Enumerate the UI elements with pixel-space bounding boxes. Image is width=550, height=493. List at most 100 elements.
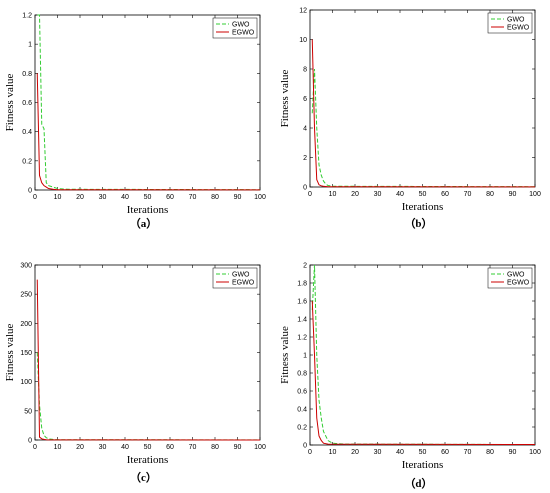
- series-line-egwo: [311, 39, 536, 188]
- panel-caption: （b）: [404, 217, 432, 230]
- x-tick-label: 70: [189, 194, 197, 201]
- y-tick-label: 1.6: [297, 299, 307, 306]
- x-tick-label: 60: [441, 449, 449, 456]
- y-tick-label: 200: [20, 321, 32, 328]
- y-tick-label: 0.2: [22, 158, 32, 165]
- y-tick-label: 0: [303, 443, 307, 450]
- y-tick-label: 250: [20, 292, 32, 299]
- legend-box: [212, 267, 258, 289]
- x-axis-title: Iterations: [127, 204, 169, 216]
- chart-panel-a: 0 10 20 30 40 50 60 70 80 90 100 0 0.2 0.4 0.6 0.8 1 1.2 G…: [4, 13, 266, 231]
- panel-caption: （c）: [130, 471, 157, 484]
- panel-caption: （d）: [404, 477, 432, 490]
- x-tick-label: 100: [254, 194, 266, 201]
- x-tick-label: 100: [254, 444, 266, 451]
- y-tick-label: 1: [303, 353, 307, 360]
- x-tick-label: 70: [189, 444, 197, 451]
- y-tick-label: 4: [303, 126, 307, 133]
- series-line-egwo: [36, 279, 261, 441]
- legend-box: [487, 12, 533, 34]
- y-tick-label: 0.2: [297, 425, 307, 432]
- x-tick-label: 40: [396, 449, 404, 456]
- x-tick-label: 30: [99, 444, 107, 451]
- x-tick-label: 20: [351, 449, 359, 456]
- plot-area: [309, 264, 536, 446]
- y-tick-label: 1.8: [297, 281, 307, 288]
- x-tick-label: 40: [121, 194, 129, 201]
- x-tick-label: 10: [329, 191, 337, 198]
- legend-label-egwo: EGWO: [507, 25, 530, 32]
- x-tick-label: 70: [464, 449, 472, 456]
- y-tick-label: 300: [20, 263, 32, 270]
- x-tick-label: 20: [76, 194, 84, 201]
- series-line-gwo: [37, 14, 261, 191]
- y-tick-label: 0: [28, 188, 32, 195]
- y-tick-label: 100: [20, 379, 32, 386]
- x-tick-label: 0: [33, 444, 37, 451]
- x-axis-title: Iterations: [402, 201, 444, 213]
- y-tick-label: 0.8: [22, 71, 32, 78]
- y-tick-label: 50: [24, 408, 32, 415]
- x-tick-label: 50: [419, 449, 427, 456]
- plot-area: [309, 9, 536, 188]
- x-tick-label: 20: [76, 444, 84, 451]
- x-tick-label: 90: [234, 194, 242, 201]
- y-tick-label: 0.4: [297, 407, 307, 414]
- y-tick-label: 12: [299, 8, 307, 15]
- x-tick-label: 0: [308, 449, 312, 456]
- x-tick-label: 10: [54, 194, 62, 201]
- legend-label-gwo: GWO: [232, 272, 250, 279]
- x-tick-label: 40: [121, 444, 129, 451]
- x-tick-label: 100: [529, 191, 541, 198]
- series-line-gwo: [311, 264, 536, 446]
- y-tick-label: 1.2: [297, 335, 307, 342]
- y-tick-label: 0.8: [297, 371, 307, 378]
- y-tick-label: 2: [303, 263, 307, 270]
- y-axis-title: Fitness value: [4, 74, 16, 132]
- series-line-egwo: [36, 73, 261, 191]
- legend-box: [212, 17, 258, 39]
- y-tick-label: 1.4: [297, 317, 307, 324]
- y-tick-label: 0.6: [22, 100, 32, 107]
- y-tick-label: 6: [303, 96, 307, 103]
- legend-label-egwo: EGWO: [232, 30, 255, 37]
- y-tick-label: 0.6: [297, 389, 307, 396]
- x-tick-label: 50: [144, 194, 152, 201]
- x-tick-label: 90: [234, 444, 242, 451]
- y-tick-label: 8: [303, 67, 307, 74]
- series-line-egwo: [311, 300, 536, 446]
- y-tick-label: 0: [303, 185, 307, 192]
- y-axis-title: Fitness value: [4, 324, 16, 382]
- x-tick-label: 70: [464, 191, 472, 198]
- x-tick-label: 80: [486, 449, 494, 456]
- legend-box: [487, 267, 533, 289]
- x-axis-title: Iterations: [127, 454, 169, 466]
- x-tick-label: 30: [374, 449, 382, 456]
- x-tick-label: 0: [308, 191, 312, 198]
- x-tick-label: 50: [419, 191, 427, 198]
- x-tick-label: 50: [144, 444, 152, 451]
- y-tick-label: 150: [20, 350, 32, 357]
- x-tick-label: 80: [486, 191, 494, 198]
- chart-panel-d: 0 10 20 30 40 50 60 70 80 90 100 0 0.2 0.4 0.6 0.8 1 1.2 1…: [279, 263, 541, 491]
- series-line-gwo: [311, 68, 536, 188]
- x-tick-label: 60: [166, 444, 174, 451]
- x-tick-label: 90: [509, 191, 517, 198]
- y-tick-label: 2: [303, 155, 307, 162]
- x-tick-label: 30: [99, 194, 107, 201]
- chart-panel-c: 0 10 20 30 40 50 60 70 80 90 100 0 50 100 150 200 250 300…: [4, 263, 266, 485]
- x-axis-title: Iterations: [402, 459, 444, 471]
- x-tick-label: 30: [374, 191, 382, 198]
- panel-caption: （a）: [130, 217, 158, 230]
- x-tick-label: 90: [509, 449, 517, 456]
- x-tick-label: 60: [166, 194, 174, 201]
- x-tick-label: 80: [211, 194, 219, 201]
- legend-label-egwo: EGWO: [232, 280, 255, 287]
- x-tick-label: 80: [211, 444, 219, 451]
- x-tick-label: 60: [441, 191, 449, 198]
- legend-label-gwo: GWO: [507, 272, 525, 279]
